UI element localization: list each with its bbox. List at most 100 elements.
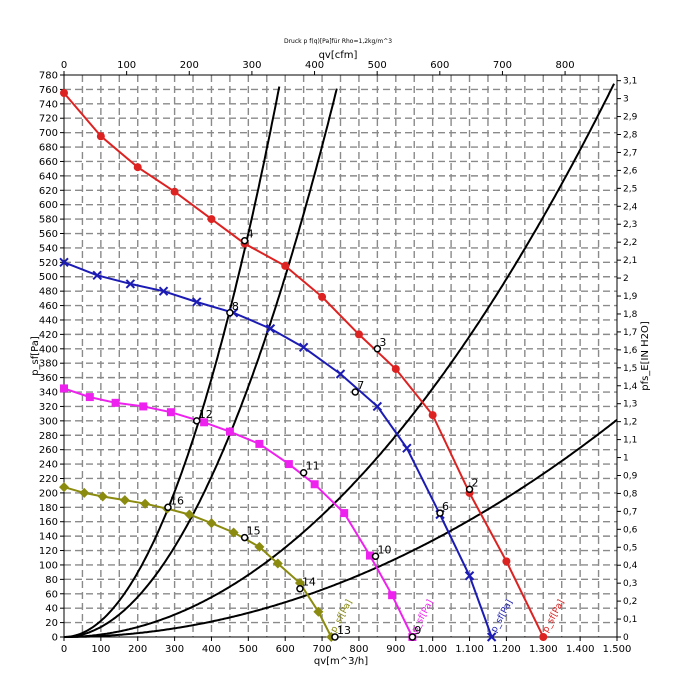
- y-tick-label: 300: [39, 416, 58, 427]
- operating-point-label: 3: [379, 336, 386, 349]
- y-tick-label: 540: [39, 243, 58, 254]
- y-tick-label: 160: [39, 517, 58, 528]
- data-point: [79, 487, 90, 498]
- data-point: [284, 460, 293, 469]
- operating-point-label: 11: [306, 460, 320, 473]
- y-tick-label: 40: [45, 604, 58, 615]
- operating-point: [465, 485, 474, 494]
- operating-point: [296, 584, 304, 593]
- y-tick-label: 680: [39, 143, 58, 154]
- operating-points: 2 3 4 6 7 8 9 10 11 12 13 14 15 16: [164, 228, 479, 641]
- y-axis-label: p_sf[Pa]: [30, 336, 41, 376]
- operating-point: [351, 388, 359, 396]
- x-top-tick-label: 400: [305, 60, 324, 71]
- operating-point: [299, 468, 308, 477]
- y-right-axis-label: pfs_E[IN H2O]: [640, 321, 651, 391]
- y-tick-label: 620: [39, 186, 58, 197]
- operating-point-label: 12: [199, 408, 213, 421]
- y-tick-label: 80: [45, 575, 58, 586]
- data-point: [60, 384, 68, 393]
- operating-point: [371, 552, 380, 561]
- x-tick-label: 300: [165, 644, 184, 655]
- x-tick-label: 1.300: [529, 644, 558, 655]
- y-right-tick-label: 0,4: [623, 561, 638, 571]
- data-point: [372, 401, 383, 412]
- x-top-tick-label: 200: [180, 60, 199, 71]
- data-point: [59, 257, 69, 268]
- x-tick-label: 1.500: [603, 644, 632, 655]
- operating-point: [192, 417, 201, 425]
- x-top-tick-label: 800: [556, 60, 575, 71]
- data-point: [294, 577, 305, 588]
- system-curves: [64, 83, 618, 638]
- data-point: [354, 330, 363, 339]
- y-right-tick-label: 2,7: [623, 148, 637, 158]
- operating-point-label: 13: [337, 624, 351, 637]
- data-point: [119, 495, 130, 506]
- y-right-tick-label: 2,6: [623, 166, 638, 176]
- system-curve: [64, 88, 338, 638]
- y-right-tick-label: 0,6: [623, 525, 638, 535]
- x-tick-label: 900: [386, 644, 405, 655]
- y-tick-label: 260: [39, 445, 58, 456]
- x-axis-top: 0 100 200 300 400 500 600 700 800: [61, 60, 575, 75]
- data-point: [60, 89, 68, 98]
- data-point: [206, 518, 217, 529]
- x-top-tick-label: 0: [61, 60, 67, 71]
- system-curve: [64, 83, 615, 638]
- data-point: [158, 286, 169, 296]
- y-right-tick-label: 1,5: [623, 364, 637, 374]
- data-point: [486, 632, 497, 642]
- y-tick-label: 460: [39, 301, 58, 312]
- operating-point-label: 10: [378, 543, 392, 556]
- operating-point: [408, 633, 417, 641]
- x-tick-label: 1.400: [566, 644, 595, 655]
- y-tick-label: 140: [39, 532, 58, 543]
- operating-point-label: 16: [170, 494, 184, 507]
- data-point: [125, 279, 136, 289]
- data-point: [340, 509, 349, 518]
- y-tick-label: 100: [39, 560, 58, 571]
- x-tick-label: 400: [202, 644, 221, 655]
- y-right-tick-label: 2,8: [623, 131, 638, 141]
- y-tick-label: 580: [39, 215, 58, 226]
- data-point: [184, 509, 195, 520]
- x-top-tick-label: 300: [242, 60, 261, 71]
- data-point: [92, 270, 102, 281]
- y-tick-label: 380: [39, 359, 58, 370]
- y-right-tick-label: 3: [623, 95, 629, 105]
- data-point: [139, 402, 148, 411]
- data-point: [281, 261, 290, 270]
- grid: [64, 75, 617, 637]
- y-axis-left: 0 20 40 60 80 100 120 140 160 180 200 220 240 260 280 3…: [39, 71, 64, 644]
- y-tick-label: 640: [39, 171, 58, 182]
- x-tick-label: 1.200: [492, 644, 521, 655]
- operating-point: [226, 309, 234, 317]
- y-tick-label: 560: [39, 229, 58, 240]
- y-right-tick-label: 2,3: [623, 220, 637, 230]
- y-tick-label: 240: [39, 460, 58, 471]
- series-line: [63, 261, 493, 638]
- data-point: [85, 393, 94, 402]
- x-tick-label: 100: [91, 644, 110, 655]
- y-tick-label: 0: [52, 633, 58, 644]
- y-right-tick-label: 0,2: [623, 597, 637, 607]
- operating-point-label: 14: [302, 576, 316, 589]
- x-axis-label: qv[m^3/h]: [314, 656, 368, 667]
- x-top-tick-label: 500: [368, 60, 387, 71]
- data-point: [111, 398, 120, 407]
- data-point: [539, 633, 548, 641]
- x-top-tick-label: 700: [493, 60, 512, 71]
- y-tick-label: 220: [39, 474, 58, 485]
- x-top-axis-label: qv[cfm]: [319, 50, 358, 61]
- y-tick-label: 340: [39, 388, 58, 399]
- y-tick-label: 200: [39, 488, 58, 499]
- y-right-tick-label: 0,3: [623, 579, 637, 589]
- y-tick-label: 740: [39, 99, 58, 110]
- y-tick-label: 700: [39, 128, 58, 139]
- y-right-tick-label: 2,1: [623, 256, 637, 266]
- operating-point: [164, 503, 172, 512]
- y-tick-label: 360: [39, 373, 58, 384]
- data-point: [265, 323, 276, 334]
- y-tick-label: 120: [39, 546, 58, 557]
